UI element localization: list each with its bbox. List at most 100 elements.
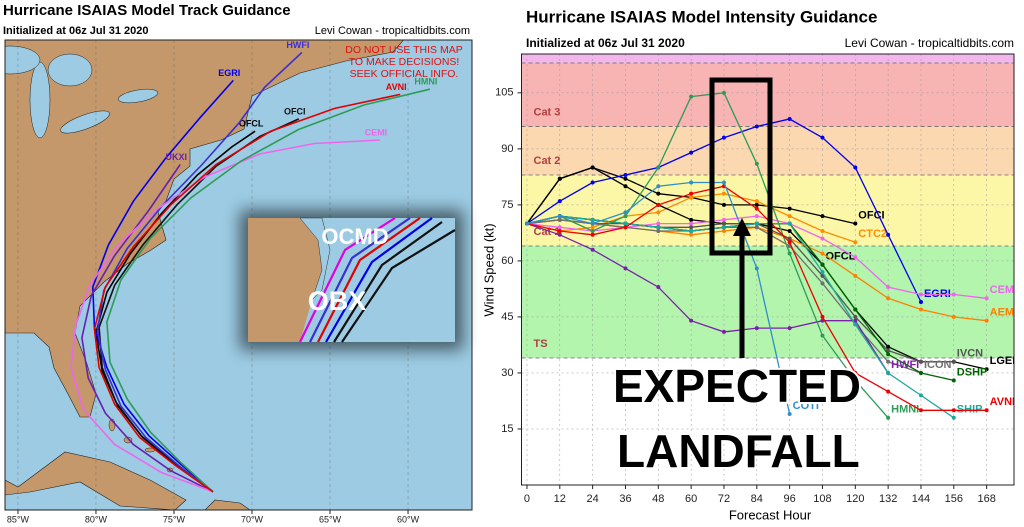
- model-point: [754, 221, 759, 226]
- model-point: [754, 206, 759, 211]
- model-point: [656, 221, 661, 226]
- model-point: [656, 184, 661, 189]
- model-point: [918, 307, 923, 312]
- x-tick-label: 65°W: [319, 514, 342, 524]
- model-point: [689, 195, 694, 200]
- model-point: [820, 236, 825, 241]
- model-point: [820, 262, 825, 267]
- y-tick-label: 105: [495, 87, 513, 99]
- model-point: [787, 214, 792, 219]
- model-point: [623, 173, 628, 178]
- model-point: [557, 176, 562, 181]
- model-point: [689, 318, 694, 323]
- model-point: [886, 370, 891, 375]
- model-point: [754, 326, 759, 331]
- model-point: [787, 326, 792, 331]
- x-tick-label: 60°W: [397, 514, 420, 524]
- model-label: DSHP: [957, 366, 988, 378]
- model-point: [886, 415, 891, 420]
- annotation-text: EXPECTED: [613, 360, 861, 412]
- map-subtitle: Initialized at 06z Jul 31 2020: [3, 25, 149, 37]
- model-point: [754, 214, 759, 219]
- model-point: [656, 165, 661, 170]
- map-axis: 85°W 80°W 75°W 70°W 65°W 60°W: [7, 510, 420, 524]
- model-point: [689, 232, 694, 237]
- x-tick-label: 84: [751, 493, 763, 505]
- model-point: [918, 359, 923, 364]
- y-tick-label: 45: [501, 311, 513, 323]
- model-point: [623, 184, 628, 189]
- model-point: [886, 285, 891, 290]
- land: [5, 451, 187, 510]
- model-point: [721, 90, 726, 95]
- model-label: OFCL: [825, 251, 855, 263]
- model-point: [656, 210, 661, 215]
- warning-line: TO MAKE DECISIONS!: [349, 56, 460, 68]
- model-point: [820, 314, 825, 319]
- grid: [521, 54, 1014, 485]
- model-label: IVCN: [957, 348, 983, 360]
- x-tick-label: 120: [846, 493, 864, 505]
- model-point: [820, 214, 825, 219]
- model-point: [590, 221, 595, 226]
- x-tick-label: 85°W: [7, 514, 30, 524]
- model-point: [557, 229, 562, 234]
- model-point: [590, 232, 595, 237]
- chart-subtitle: Initialized at 06z Jul 31 2020: [526, 36, 685, 50]
- category-band: [521, 54, 1014, 63]
- track-label: EGRI: [218, 68, 240, 78]
- x-tick-label: 24: [587, 493, 599, 505]
- model-point: [721, 202, 726, 207]
- track: [70, 139, 380, 493]
- model-point: [918, 393, 923, 398]
- model-point: [886, 344, 891, 349]
- model-label: OFCI: [858, 209, 884, 221]
- model-point: [820, 333, 825, 338]
- model-point: [787, 206, 792, 211]
- track-label: OFCI: [284, 106, 306, 116]
- model-point: [656, 191, 661, 196]
- model-point: [721, 229, 726, 234]
- model-point: [557, 217, 562, 222]
- model-point: [623, 210, 628, 215]
- band-label: Cat 3: [534, 106, 561, 118]
- chart-title: Hurricane ISAIAS Model Intensity Guidanc…: [526, 7, 877, 26]
- model-point: [656, 285, 661, 290]
- y-axis-label: Wind Speed (kt): [481, 223, 496, 316]
- x-tick-label: 0: [524, 493, 530, 505]
- x-tick-label: 80°W: [85, 514, 108, 524]
- model-point: [951, 415, 956, 420]
- model-point: [754, 161, 759, 166]
- model-label: CTC2: [858, 228, 887, 240]
- model-point: [721, 135, 726, 140]
- model-point: [886, 348, 891, 353]
- chart-credit: Levi Cowan - tropicaltidbits.com: [845, 36, 1014, 50]
- model-point: [623, 214, 628, 219]
- model-point: [721, 180, 726, 185]
- model-label: AEMI: [990, 307, 1018, 319]
- model-point: [984, 367, 989, 372]
- model-point: [951, 378, 956, 383]
- model-point: [853, 165, 858, 170]
- x-tick-label: 144: [912, 493, 930, 505]
- model-point: [918, 299, 923, 304]
- x-tick-label: 75°W: [163, 514, 186, 524]
- lakes: [5, 45, 158, 139]
- model-point: [984, 318, 989, 323]
- y-tick-label: 75: [501, 199, 513, 211]
- model-point: [984, 296, 989, 301]
- x-tick-label: 168: [977, 493, 995, 505]
- track: [93, 93, 401, 493]
- inset-label: OBX: [308, 286, 367, 316]
- model-point: [689, 225, 694, 230]
- model-point: [721, 217, 726, 222]
- track-label: HWFI: [286, 40, 309, 50]
- model-point: [590, 180, 595, 185]
- track-label: CEMI: [365, 127, 388, 137]
- model-line: [526, 166, 823, 266]
- map-frame: [4, 39, 473, 511]
- model-point: [623, 176, 628, 181]
- model-point: [590, 225, 595, 230]
- model-point: [820, 135, 825, 140]
